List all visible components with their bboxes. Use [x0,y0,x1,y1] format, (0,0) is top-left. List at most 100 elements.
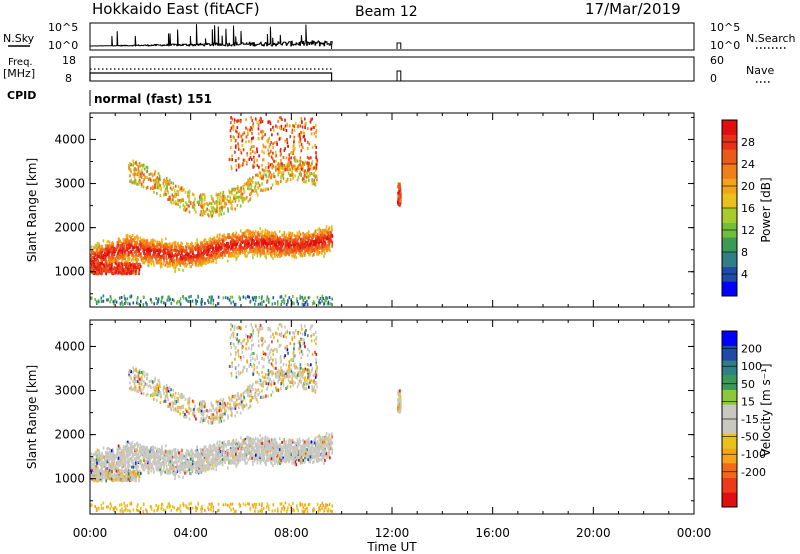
data-point [276,236,279,240]
cpid-label: CPID [7,89,36,102]
data-point [245,182,248,186]
data-point [186,453,188,457]
data-point [140,445,142,449]
data-point [273,249,276,253]
data-point [235,191,238,195]
data-point [193,203,196,207]
data-point [306,155,309,159]
data-point [234,207,236,211]
data-point [244,232,247,236]
data-point [169,253,172,257]
data-point [272,296,275,300]
data-point [269,175,272,179]
data-point [293,135,296,139]
data-point [276,253,278,257]
data-point [92,248,94,252]
data-point [251,253,254,257]
data-point [311,145,314,149]
data-point [192,258,194,262]
data-point [314,240,316,244]
data-point [146,185,149,189]
data-point [112,267,114,271]
data-point [214,242,217,245]
data-point [90,266,93,270]
data-point [222,240,224,244]
data-point [240,246,242,249]
data-point [148,173,151,176]
data-point [247,187,249,191]
data-point [134,236,136,240]
data-point [135,268,137,272]
data-point [163,255,165,258]
data-point [153,252,155,256]
data-point [279,252,282,256]
data-point [310,172,313,175]
data-point [284,124,287,128]
data-point [399,191,402,195]
data-point [278,137,281,141]
data-point [241,439,244,443]
data-point [309,251,312,255]
data-point [131,258,133,262]
data-point [280,245,283,249]
data-point [247,239,249,243]
data-point [397,185,399,189]
data-point [296,159,299,163]
data-point [218,209,221,213]
data-point [163,193,165,197]
data-point [300,243,302,247]
colorbar-tick-label: 4 [741,268,748,281]
data-point [326,302,329,306]
data-point [206,455,208,459]
data-point [323,232,325,236]
data-point [273,459,276,463]
data-point [216,239,219,243]
data-point [116,241,119,244]
data-point [285,245,287,249]
data-point [110,242,113,246]
data-point [261,136,263,140]
data-point [266,169,268,173]
data-point [321,249,323,253]
data-point [275,179,277,183]
data-point [226,250,229,254]
data-point [138,249,140,253]
data-point [230,202,232,206]
data-point [182,246,184,250]
data-point [312,300,315,304]
data-point [398,195,401,199]
data-point [252,241,254,244]
data-point [291,301,293,305]
data-point [199,253,201,257]
data-point [200,193,202,197]
data-point [247,251,249,255]
nsky-line-noon [396,42,402,49]
data-point [271,133,273,137]
data-point [229,240,232,244]
data-point [277,244,279,248]
data-point [209,244,212,248]
data-point [195,301,197,305]
data-point [282,174,284,178]
data-point [210,214,213,218]
data-point [201,212,204,216]
data-point [325,298,327,302]
data-point [267,252,269,256]
data-point [398,199,401,203]
data-point [171,193,174,197]
data-point [222,190,225,194]
data-point [242,240,245,244]
data-point [324,242,327,246]
data-point [117,268,119,272]
data-point [98,244,101,248]
data-point [104,261,107,265]
data-point [148,247,151,251]
data-point [101,258,103,262]
data-point [281,233,283,237]
data-point [114,257,116,261]
data-point [203,261,205,265]
data-point [210,194,213,198]
data-point [295,256,298,260]
data-point [279,462,281,465]
data-point [312,236,314,240]
